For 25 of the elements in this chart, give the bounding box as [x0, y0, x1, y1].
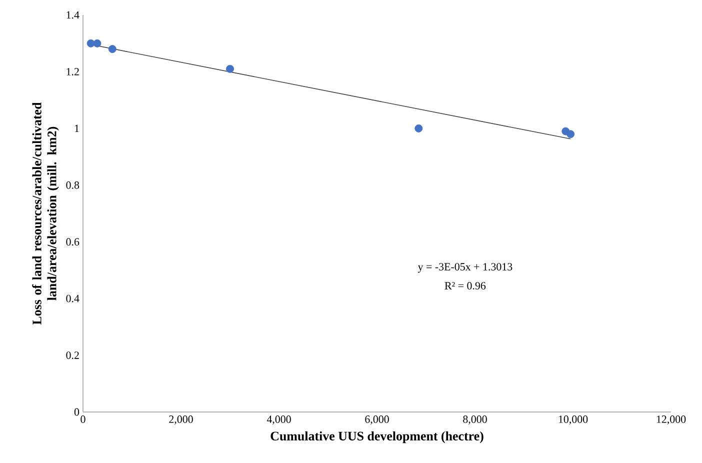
- y-tick-label: 0: [74, 408, 80, 416]
- y-tick-label: 1: [74, 124, 79, 132]
- x-axis-title: Cumulative UUS development (hectre): [270, 431, 484, 444]
- y-tick-label: 0.6: [66, 238, 80, 246]
- y-axis-title: Loss of land resources/arable/cultivated land/area/elevation (mill. km2): [32, 102, 59, 325]
- x-tick-label: 10,000: [558, 416, 588, 424]
- y-tick-label: 1.4: [66, 11, 80, 19]
- point: [93, 39, 102, 48]
- point: [86, 39, 95, 48]
- x-tick-label: 4,000: [266, 416, 291, 424]
- y-tick-label: 0.2: [66, 352, 79, 360]
- annotation: R² = 0.96: [444, 282, 486, 290]
- point: [566, 130, 575, 138]
- point: [414, 124, 423, 132]
- y-tick-label: 0.4: [66, 294, 80, 302]
- point: [108, 45, 116, 54]
- point: [226, 64, 234, 73]
- y-tick-label: 1.2: [66, 68, 79, 76]
- x-tick-label: 12,000: [656, 416, 686, 424]
- y-tick-label: 0.8: [66, 181, 80, 189]
- x-tick-label: 2,000: [169, 416, 193, 424]
- annotation: y = -3E-05x + 1.3013: [418, 263, 512, 273]
- x-tick-label: 8,000: [463, 416, 487, 424]
- x-tick-label: 0: [80, 416, 86, 423]
- x-tick-label: 6,000: [365, 416, 389, 424]
